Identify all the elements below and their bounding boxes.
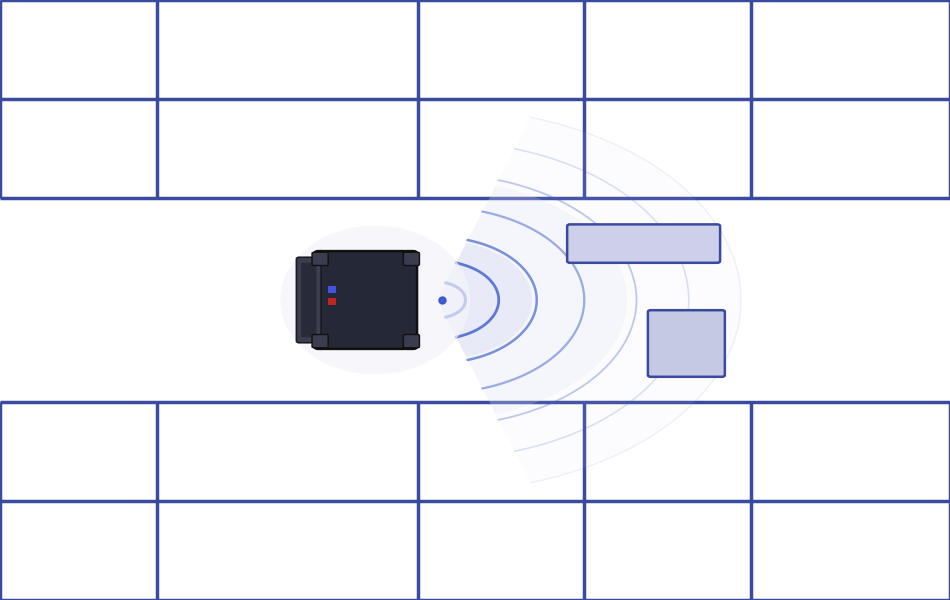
- FancyBboxPatch shape: [567, 224, 720, 263]
- FancyBboxPatch shape: [404, 335, 420, 348]
- Wedge shape: [437, 243, 532, 357]
- FancyBboxPatch shape: [314, 251, 417, 349]
- Ellipse shape: [280, 226, 470, 374]
- FancyBboxPatch shape: [301, 263, 316, 337]
- FancyBboxPatch shape: [296, 257, 321, 343]
- Wedge shape: [437, 118, 741, 482]
- FancyBboxPatch shape: [312, 335, 328, 348]
- FancyBboxPatch shape: [648, 310, 725, 377]
- FancyBboxPatch shape: [404, 252, 420, 265]
- Wedge shape: [437, 186, 627, 414]
- Bar: [328, 298, 336, 305]
- Bar: [328, 286, 336, 293]
- FancyBboxPatch shape: [312, 252, 328, 265]
